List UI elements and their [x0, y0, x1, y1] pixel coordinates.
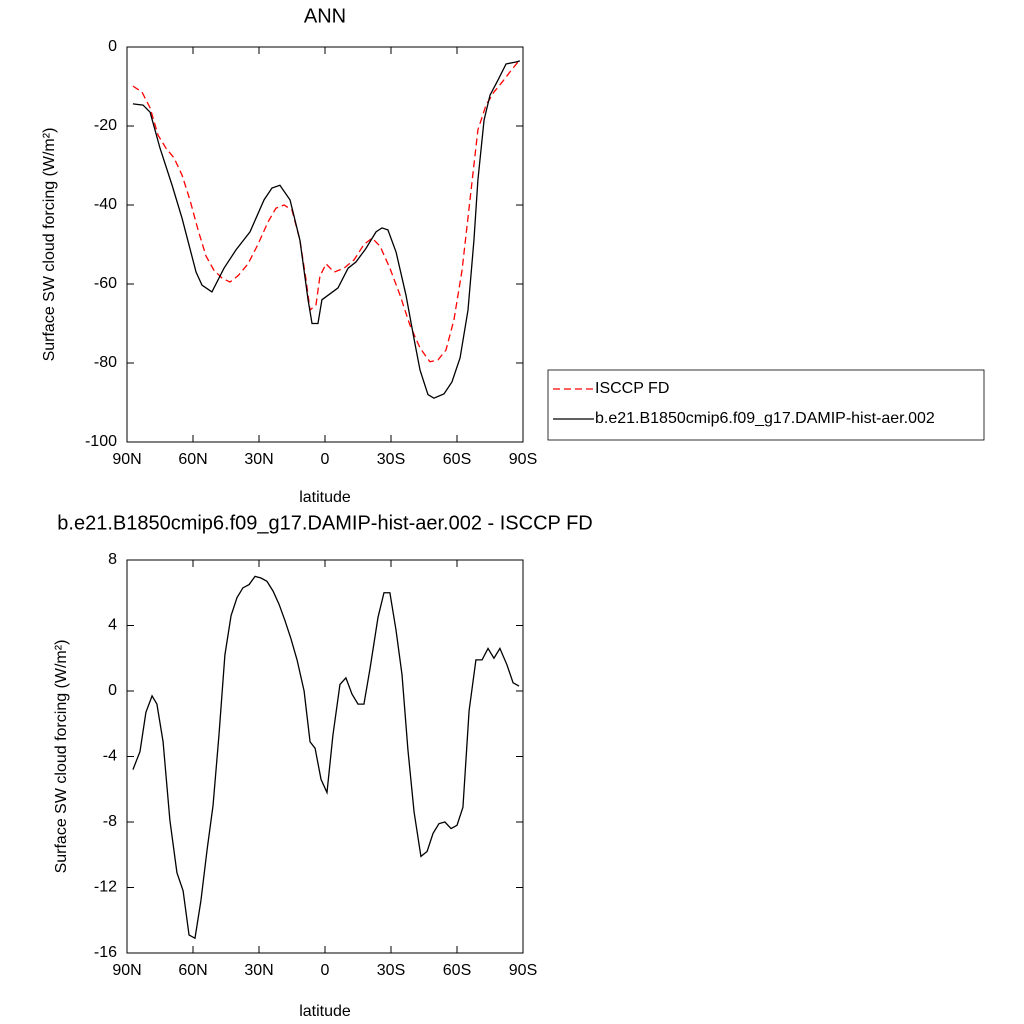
legend-label: ISCCP FD: [595, 380, 669, 397]
y-tick-label: -60: [94, 275, 117, 292]
y-tick-label: -16: [94, 944, 117, 961]
x-tick-label: 90S: [509, 451, 537, 468]
data-line: [132, 60, 521, 399]
y-tick-label: 0: [108, 682, 117, 699]
plot-frame: [126, 46, 524, 443]
x-tick-label: 90N: [112, 962, 141, 979]
y-tick-label: 4: [108, 617, 117, 634]
x-tick-label: 60S: [443, 962, 471, 979]
y-tick-label: -8: [103, 813, 117, 830]
plot-frame: [126, 559, 524, 954]
x-axis-label: latitude: [299, 1003, 351, 1020]
x-tick-label: 90S: [509, 962, 537, 979]
y-tick-label: -80: [94, 354, 117, 371]
x-tick-label: 30N: [244, 451, 273, 468]
data-line: [132, 61, 519, 363]
chart-title: ANN: [304, 5, 346, 27]
y-tick-label: 0: [108, 38, 117, 55]
y-tick-label: -20: [94, 117, 117, 134]
x-tick-label: 60N: [178, 962, 207, 979]
x-tick-label: 30N: [244, 962, 273, 979]
x-tick-label: 30S: [377, 451, 405, 468]
chart-title: b.e21.B1850cmip6.f09_g17.DAMIP-hist-aer.…: [57, 512, 592, 534]
y-tick-label: -12: [94, 879, 117, 896]
y-axis-label: Surface SW cloud forcing (W/m²): [41, 128, 58, 362]
x-tick-label: 30S: [377, 962, 405, 979]
y-tick-label: -100: [85, 433, 117, 450]
x-tick-label: 0: [321, 962, 330, 979]
y-axis-label: Surface SW cloud forcing (W/m²): [53, 640, 70, 874]
x-tick-label: 60S: [443, 451, 471, 468]
y-tick-label: -40: [94, 196, 117, 213]
x-tick-label: 90N: [112, 451, 141, 468]
y-tick-label: -4: [103, 748, 117, 765]
data-line: [132, 575, 520, 940]
x-tick-label: 60N: [178, 451, 207, 468]
legend-label: b.e21.B1850cmip6.f09_g17.DAMIP-hist-aer.…: [595, 410, 935, 427]
legend-box: [547, 369, 985, 441]
y-tick-label: 8: [108, 551, 117, 568]
x-axis-label: latitude: [299, 489, 351, 506]
x-tick-label: 0: [321, 451, 330, 468]
